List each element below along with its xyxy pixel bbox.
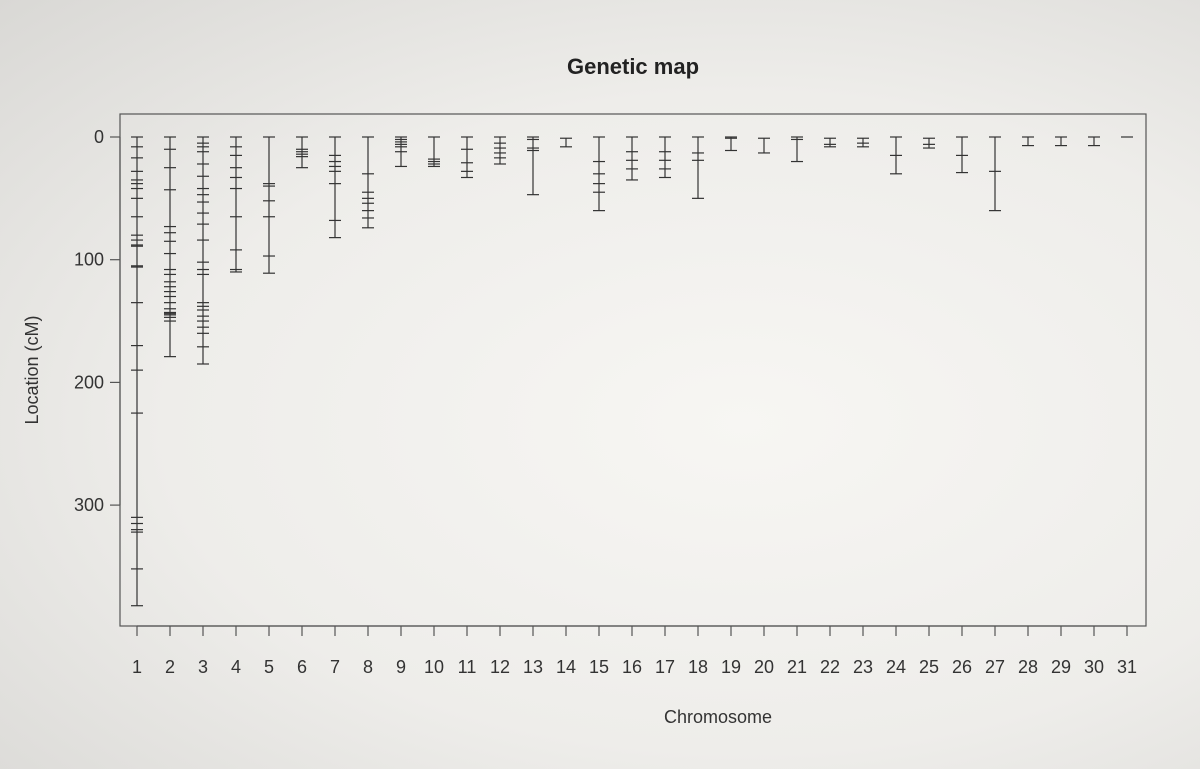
chromosome-22: [824, 137, 836, 148]
chromosome-26: [956, 136, 968, 174]
chromosome-13: [527, 136, 539, 196]
x-tick-label: 29: [1051, 657, 1071, 677]
x-tick-label: 10: [424, 657, 444, 677]
chromosome-20: [758, 137, 770, 154]
chromosome-5: [263, 136, 275, 274]
x-tick-label: 2: [165, 657, 175, 677]
x-tick-label: 31: [1117, 657, 1137, 677]
chromosome-9: [395, 136, 407, 168]
x-tick-label: 16: [622, 657, 642, 677]
y-axis: 0 100 200 300: [74, 127, 121, 515]
y-tick-label: 300: [74, 495, 104, 515]
x-tick-label: 15: [589, 657, 609, 677]
x-axis-label: Chromosome: [664, 707, 772, 727]
x-tick-label: 18: [688, 657, 708, 677]
x-tick-label: 13: [523, 657, 543, 677]
chart-title: Genetic map: [567, 54, 699, 79]
y-tick-label: 200: [74, 372, 104, 392]
x-tick-label: 20: [754, 657, 774, 677]
chromosome-28: [1022, 136, 1034, 147]
chromosome-2: [164, 136, 176, 358]
y-axis-label: Location (cM): [22, 315, 42, 424]
x-tick-label: 22: [820, 657, 840, 677]
y-tick-label: 0: [94, 127, 104, 147]
x-tick-label: 26: [952, 657, 972, 677]
chromosome-21: [791, 136, 803, 163]
chromosome-17: [659, 136, 671, 179]
x-tick-label: 28: [1018, 657, 1038, 677]
x-tick-label: 14: [556, 657, 576, 677]
chromosome-1: [131, 136, 143, 607]
x-tick-label: 5: [264, 657, 274, 677]
x-tick-label: 3: [198, 657, 208, 677]
x-tick-label: 6: [297, 657, 307, 677]
x-tick-label: 7: [330, 657, 340, 677]
chromosome-group: [131, 136, 1133, 607]
chromosome-19: [725, 136, 737, 152]
x-tick-label: 23: [853, 657, 873, 677]
chromosome-24: [890, 136, 902, 175]
chromosome-15: [593, 136, 605, 212]
chromosome-27: [989, 136, 1001, 212]
x-tick-label: 1: [132, 657, 142, 677]
chromosome-23: [857, 137, 869, 148]
chromosome-8: [362, 136, 374, 229]
x-tick-label: 11: [458, 657, 477, 677]
x-tick-label: 30: [1084, 657, 1104, 677]
x-tick-label: 24: [886, 657, 906, 677]
chromosome-12: [494, 136, 506, 165]
chromosome-14: [560, 137, 572, 148]
x-tick-label: 21: [787, 657, 807, 677]
chromosome-18: [692, 136, 704, 199]
chromosome-7: [329, 136, 341, 239]
chromosome-25: [923, 137, 935, 149]
chromosome-6: [296, 136, 308, 169]
x-tick-label: 9: [396, 657, 406, 677]
chromosome-4: [230, 136, 242, 273]
chromosome-16: [626, 136, 638, 181]
x-tick-label: 17: [655, 657, 675, 677]
x-axis: 1 2 3 4 5 6 7 8 9 10 11 12 13 14 15 16 17 18 19 20 21 22 23 24 2…: [132, 625, 1137, 677]
y-tick-label: 100: [74, 250, 104, 270]
chromosome-11: [461, 136, 473, 179]
chromosome-3: [197, 136, 209, 365]
x-tick-label: 12: [490, 657, 510, 677]
chromosome-10: [428, 136, 440, 168]
x-tick-label: 19: [721, 657, 741, 677]
x-tick-label: 8: [363, 657, 373, 677]
plot-frame: [119, 113, 1147, 627]
chromosome-30: [1088, 136, 1100, 147]
x-tick-label: 4: [231, 657, 241, 677]
x-tick-label: 27: [985, 657, 1005, 677]
chromosome-29: [1055, 136, 1067, 147]
x-tick-label: 25: [919, 657, 939, 677]
